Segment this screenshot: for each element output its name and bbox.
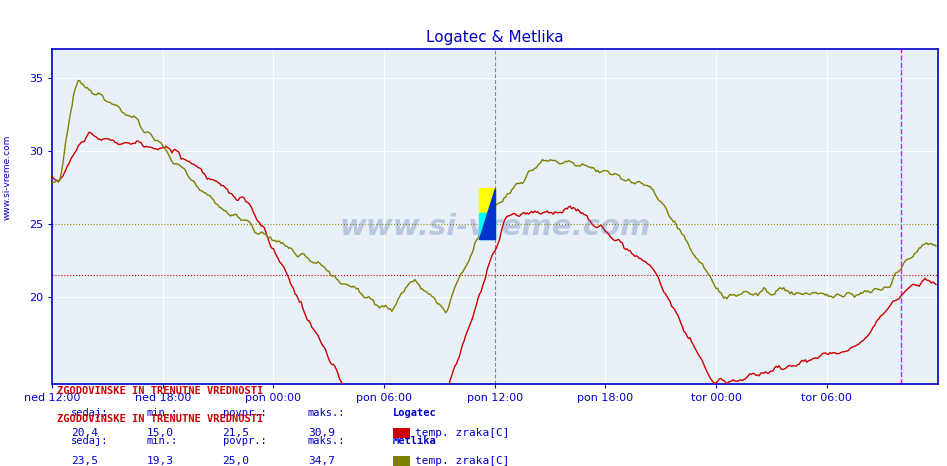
Text: 20,4: 20,4 (71, 428, 98, 438)
Text: ZGODOVINSKE IN TRENUTNE VREDNOSTI: ZGODOVINSKE IN TRENUTNE VREDNOSTI (57, 414, 263, 424)
Text: min.:: min.: (147, 436, 178, 445)
Text: 23,5: 23,5 (71, 456, 98, 466)
Polygon shape (479, 187, 495, 239)
Text: sedaj:: sedaj: (71, 408, 109, 418)
Text: 25,0: 25,0 (223, 456, 250, 466)
Bar (479, 187, 494, 213)
Text: www.si-vreme.com: www.si-vreme.com (3, 134, 12, 220)
Text: povpr.:: povpr.: (223, 408, 266, 418)
Bar (479, 213, 494, 239)
Text: www.si-vreme.com: www.si-vreme.com (339, 213, 651, 241)
Text: Metlika: Metlika (393, 436, 437, 445)
Text: sedaj:: sedaj: (71, 436, 109, 445)
Text: 15,0: 15,0 (147, 428, 174, 438)
Text: 19,3: 19,3 (147, 456, 174, 466)
Text: ZGODOVINSKE IN TRENUTNE VREDNOSTI: ZGODOVINSKE IN TRENUTNE VREDNOSTI (57, 386, 263, 396)
Text: temp. zraka[C]: temp. zraka[C] (415, 428, 509, 438)
Text: Logatec: Logatec (393, 408, 437, 418)
Title: Logatec & Metlika: Logatec & Metlika (426, 30, 563, 45)
Text: temp. zraka[C]: temp. zraka[C] (415, 456, 509, 466)
Text: 34,7: 34,7 (308, 456, 335, 466)
Text: maks.:: maks.: (308, 436, 346, 445)
Text: maks.:: maks.: (308, 408, 346, 418)
Text: 21,5: 21,5 (223, 428, 250, 438)
Text: povpr.:: povpr.: (223, 436, 266, 445)
Text: min.:: min.: (147, 408, 178, 418)
Text: 30,9: 30,9 (308, 428, 335, 438)
